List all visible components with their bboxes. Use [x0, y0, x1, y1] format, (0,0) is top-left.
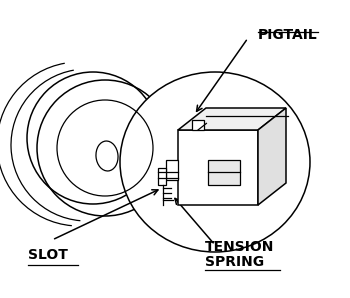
Text: PIGTAIL: PIGTAIL — [258, 28, 318, 42]
Ellipse shape — [120, 72, 310, 252]
Text: SPRING: SPRING — [205, 255, 264, 269]
Polygon shape — [158, 168, 166, 185]
Polygon shape — [258, 108, 286, 205]
Circle shape — [37, 80, 173, 216]
Polygon shape — [192, 120, 204, 130]
Text: TENSION: TENSION — [205, 240, 274, 254]
Polygon shape — [166, 160, 178, 180]
Polygon shape — [178, 108, 286, 130]
Ellipse shape — [96, 141, 118, 171]
Polygon shape — [178, 130, 258, 205]
Text: SLOT: SLOT — [28, 248, 68, 262]
Polygon shape — [208, 160, 240, 185]
